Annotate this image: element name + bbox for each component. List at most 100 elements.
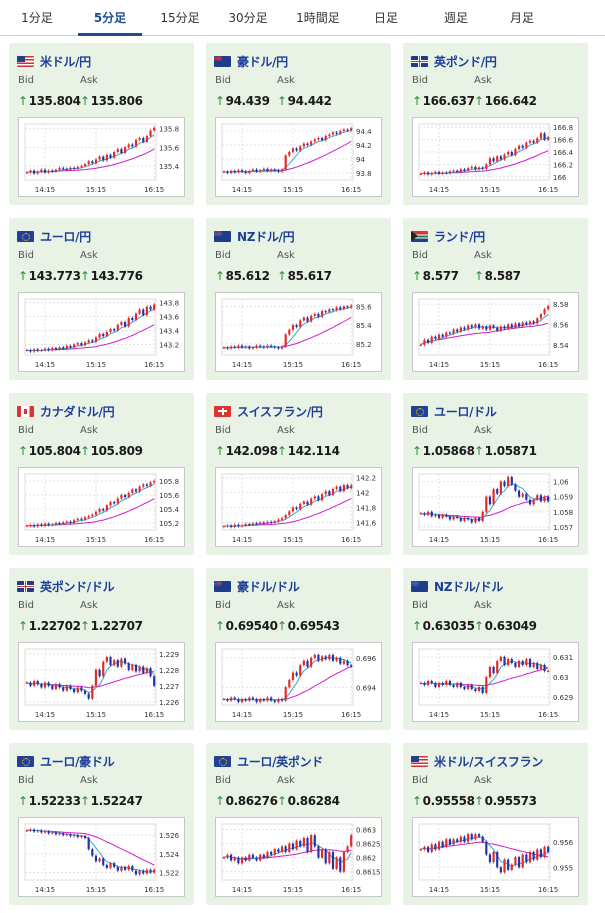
rate-card-cadjpy[interactable]: カナダドル/円 Bid Ask ↑105.804 ↑105.809 105.8 105.6 1…: [9, 393, 194, 555]
ask-label: Ask: [474, 250, 492, 261]
pair-header[interactable]: ユーロ/円: [17, 229, 91, 244]
price-chart[interactable]: 0.696 0.694 14:15 15:15 16:15: [215, 642, 382, 722]
pair-name[interactable]: ユーロ/豪ドル: [40, 754, 115, 769]
rate-card-gbpjpy[interactable]: 英ポンド/円 Bid Ask ↑166.637 ↑166.642 166.8 166.6 16…: [403, 43, 588, 205]
rate-card-nzdjpy[interactable]: NZドル/円 Bid Ask ↑85.612 ↑85.617 85.6 85.4 85.2 14…: [206, 218, 391, 380]
rate-card-zarjpy[interactable]: ランド/円 Bid Ask ↑8.577 ↑8.587 8.58 8.56 8.54 14:15…: [403, 218, 588, 380]
candle-body: [73, 167, 76, 169]
pair-name[interactable]: カナダドル/円: [40, 404, 115, 419]
price-chart[interactable]: 85.6 85.4 85.2 14:15 15:15 16:15: [215, 292, 382, 372]
x-tick-label: 16:15: [341, 361, 361, 369]
flag-icon: [411, 55, 428, 67]
tab-weekly[interactable]: 週足: [443, 11, 468, 25]
candle-body: [295, 840, 298, 850]
price-chart[interactable]: 166.8 166.6 166.4 166.2 166 14:15 15:15 16:15: [412, 117, 579, 197]
y-tick-label: 0.694: [356, 684, 377, 692]
price-chart[interactable]: 0.956 0.955 14:15 15:15 16:15: [412, 817, 579, 897]
bid-price: ↑166.637: [412, 94, 475, 108]
price-chart[interactable]: 0.863 0.8625 0.862 0.8615 14:15 15:15 16:15: [215, 817, 382, 897]
tab-5min[interactable]: 5分足: [78, 0, 142, 36]
pair-header[interactable]: 米ドル/円: [17, 54, 91, 69]
pair-name[interactable]: ランド/円: [434, 229, 485, 244]
candle-body: [222, 526, 225, 528]
pair-header[interactable]: NZドル/ドル: [411, 579, 504, 594]
candle-body: [226, 854, 229, 858]
pair-name[interactable]: スイスフラン/円: [237, 404, 323, 419]
rate-card-eurjpy[interactable]: ユーロ/円 Bid Ask ↑143.773 ↑143.776 143.8 143.6 143…: [9, 218, 194, 380]
candle-body: [470, 834, 473, 840]
pair-name[interactable]: 豪ドル/ドル: [237, 579, 300, 594]
pair-name[interactable]: 米ドル/スイスフラン: [434, 754, 544, 769]
candle-body: [463, 327, 466, 330]
bid-label: Bid: [18, 775, 34, 786]
rate-card-usdchf[interactable]: 米ドル/スイスフラン Bid Ask ↑0.95558 ↑0.95573 0.956 0.9…: [403, 743, 588, 905]
pair-header[interactable]: 英ポンド/円: [411, 54, 497, 69]
pair-header[interactable]: NZドル/円: [214, 229, 295, 244]
price-chart[interactable]: 0.631 0.63 0.629 14:15 15:15 16:15: [412, 642, 579, 722]
price-chart[interactable]: 143.8 143.6 143.4 143.2 14:15 15:15 16:15: [18, 292, 185, 372]
pair-name[interactable]: 英ポンド/円: [434, 54, 497, 69]
pair-header[interactable]: ユーロ/豪ドル: [17, 754, 115, 769]
pair-header[interactable]: ユーロ/ドル: [411, 404, 497, 419]
pair-name[interactable]: NZドル/ドル: [434, 579, 504, 594]
up-arrow-icon: ↑: [412, 269, 422, 283]
price-chart[interactable]: 1.06 1.059 1.058 1.057 14:15 15:15 16:15: [412, 467, 579, 547]
y-tick-label: 166.8: [553, 124, 573, 132]
tab-1hour[interactable]: 1時間足: [296, 11, 340, 25]
candle-body: [226, 171, 229, 173]
pair-header[interactable]: 英ポンド/ドル: [17, 579, 115, 594]
candle-body: [120, 658, 123, 667]
pair-header[interactable]: スイスフラン/円: [214, 404, 323, 419]
pair-name[interactable]: 豪ドル/円: [237, 54, 288, 69]
rate-card-eurgbp[interactable]: ユーロ/英ポンド Bid Ask ↑0.86276 ↑0.86284 0.863 0.862…: [206, 743, 391, 905]
candle-body: [222, 699, 225, 701]
candle-body: [456, 683, 459, 687]
tab-30min[interactable]: 30分足: [228, 11, 268, 25]
price-chart[interactable]: 8.58 8.56 8.54 14:15 15:15 16:15: [412, 292, 579, 372]
rate-card-usdjpy[interactable]: 米ドル/円 Bid Ask ↑135.804 ↑135.806 135.8 135.6 135…: [9, 43, 194, 205]
pair-header[interactable]: カナダドル/円: [17, 404, 115, 419]
tab-monthly[interactable]: 月足: [509, 11, 534, 25]
plot-area: [24, 823, 157, 881]
candle-body: [113, 502, 116, 504]
candle-body: [266, 697, 269, 701]
rate-card-audusd[interactable]: 豪ドル/ドル Bid Ask ↑0.69540 ↑0.69543 0.696 0.694 14…: [206, 568, 391, 730]
rate-card-nzdusd[interactable]: NZドル/ドル Bid Ask ↑0.63035 ↑0.63049 0.631 0.63 0.…: [403, 568, 588, 730]
price-chart[interactable]: 142.2 142 141.8 141.6 14:15 15:15 16:15: [215, 467, 382, 547]
pair-header[interactable]: ユーロ/英ポンド: [214, 754, 323, 769]
candle-body: [521, 145, 524, 148]
price-chart[interactable]: 1.229 1.228 1.227 1.226 14:15 15:15 16:15: [18, 642, 185, 722]
candle-body: [543, 496, 546, 502]
candle-body: [295, 148, 298, 151]
rate-card-gbpusd[interactable]: 英ポンド/ドル Bid Ask ↑1.22702 ↑1.22707 1.229 1.228 1…: [9, 568, 194, 730]
rate-card-eurusd[interactable]: ユーロ/ドル Bid Ask ↑1.05868 ↑1.05871 1.06 1.059 1.0…: [403, 393, 588, 555]
pair-name[interactable]: 米ドル/円: [40, 54, 91, 69]
y-tick-label: 1.059: [553, 494, 573, 502]
candle-body: [463, 836, 466, 842]
tab-15min[interactable]: 15分足: [160, 11, 200, 25]
tab-daily[interactable]: 日足: [373, 11, 398, 25]
tab-1min[interactable]: 1分足: [21, 11, 53, 25]
pair-header[interactable]: ランド/円: [411, 229, 485, 244]
pair-header[interactable]: 豪ドル/ドル: [214, 579, 300, 594]
pair-name[interactable]: 英ポンド/ドル: [40, 579, 115, 594]
price-chart[interactable]: 105.8 105.6 105.4 105.2 14:15 15:15 16:15: [18, 467, 185, 547]
price-chart[interactable]: 135.8 135.6 135.4 14:15 15:15 16:15: [18, 117, 185, 197]
candle-body: [145, 869, 148, 874]
price-chart[interactable]: 94.4 94.2 94 93.8 14:15 15:15 16:15: [215, 117, 382, 197]
pair-header[interactable]: 豪ドル/円: [214, 54, 288, 69]
price-chart[interactable]: 1.526 1.524 1.522 14:15 15:15 16:15: [18, 817, 185, 897]
candle-body: [492, 325, 495, 328]
candle-body: [259, 854, 262, 861]
pair-name[interactable]: ユーロ/ドル: [434, 404, 497, 419]
rate-card-chfjpy[interactable]: スイスフラン/円 Bid Ask ↑142.098 ↑142.114 142.2 142 14…: [206, 393, 391, 555]
rate-card-audjpy[interactable]: 豪ドル/円 Bid Ask ↑94.439 ↑94.442 94.4 94.2 94 93.8 1…: [206, 43, 391, 205]
pair-name[interactable]: NZドル/円: [237, 229, 295, 244]
pair-header[interactable]: 米ドル/スイスフラン: [411, 754, 544, 769]
x-tick-label: 16:15: [341, 536, 361, 544]
candle-body: [503, 154, 506, 160]
pair-name[interactable]: ユーロ/英ポンド: [237, 754, 323, 769]
pair-name[interactable]: ユーロ/円: [40, 229, 91, 244]
rate-card-euraud[interactable]: ユーロ/豪ドル Bid Ask ↑1.52233 ↑1.52247 1.526 1.524 1…: [9, 743, 194, 905]
ask-value: 166.642: [484, 94, 537, 108]
